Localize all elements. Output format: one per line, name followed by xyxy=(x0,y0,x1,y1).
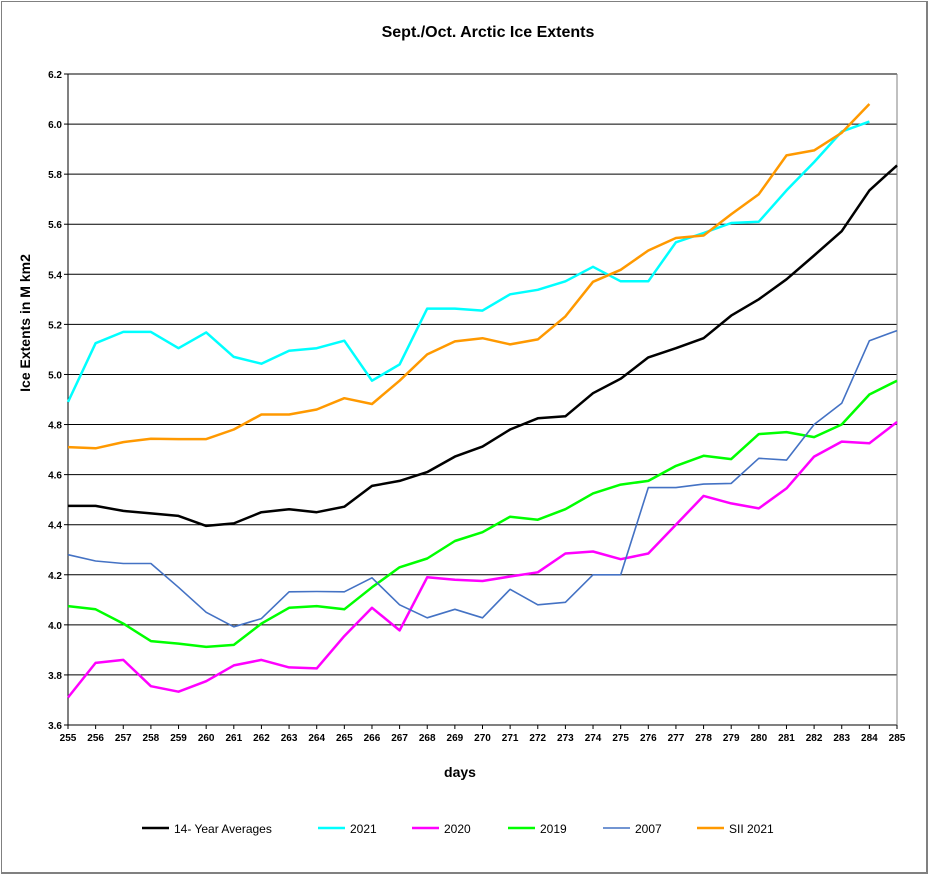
x-tick-label: 282 xyxy=(806,733,823,744)
x-tick-label: 255 xyxy=(60,733,77,744)
x-tick-label: 281 xyxy=(778,733,795,744)
series-line-2007 xyxy=(67,329,898,628)
x-tick-label: 274 xyxy=(585,733,602,744)
y-tick-label: 4.6 xyxy=(48,471,62,482)
y-tick-label: 5.8 xyxy=(48,170,62,181)
x-tick-label: 273 xyxy=(557,733,574,744)
x-tick-label: 285 xyxy=(889,733,906,744)
legend-label: 2019 xyxy=(540,822,567,836)
y-tick-label: 3.6 xyxy=(48,721,62,732)
x-tick-label: 269 xyxy=(447,733,464,744)
x-tick-label: 272 xyxy=(529,733,546,744)
y-axis-label: Ice Extents in M km2 xyxy=(17,254,33,392)
series-line-2019 xyxy=(67,379,898,649)
y-tick-label: 4.8 xyxy=(48,421,62,432)
legend-item: SII 2021 xyxy=(697,822,774,836)
series-line-14-year-averages xyxy=(68,164,898,528)
x-tick-label: 260 xyxy=(198,733,215,744)
x-tick-label: 264 xyxy=(308,733,325,744)
y-tick-label: 5.4 xyxy=(48,270,62,281)
legend-label: 2021 xyxy=(350,822,377,836)
legend-item: 14- Year Averages xyxy=(142,822,272,836)
x-tick-label: 268 xyxy=(419,733,436,744)
x-tick-label: 275 xyxy=(612,733,629,744)
legend-label: 14- Year Averages xyxy=(174,822,272,836)
x-tick-label: 277 xyxy=(668,733,685,744)
y-tick-label: 5.0 xyxy=(48,370,62,381)
x-tick-label: 280 xyxy=(750,733,767,744)
x-tick-label: 263 xyxy=(281,733,298,744)
chart-title: Sept./Oct. Arctic Ice Extents xyxy=(382,24,595,41)
y-tick-label: 3.8 xyxy=(48,671,62,682)
y-tick-label: 5.6 xyxy=(48,220,62,231)
y-tick-label: 4.4 xyxy=(48,521,62,532)
y-tick-label: 6.0 xyxy=(48,120,62,131)
legend-item: 2019 xyxy=(508,822,567,836)
legend-label: SII 2021 xyxy=(729,822,774,836)
x-tick-label: 256 xyxy=(87,733,104,744)
x-tick-label: 266 xyxy=(364,733,381,744)
x-tick-label: 258 xyxy=(143,733,160,744)
series-line-2020 xyxy=(67,421,898,699)
legend-label: 2020 xyxy=(444,822,471,836)
x-tick-label: 261 xyxy=(225,733,242,744)
x-tick-label: 283 xyxy=(833,733,850,744)
y-tick-label: 6.2 xyxy=(48,70,62,81)
x-tick-label: 276 xyxy=(640,733,657,744)
x-tick-label: 257 xyxy=(115,733,132,744)
series-line-sii-2021 xyxy=(67,103,871,450)
x-tick-label: 279 xyxy=(723,733,740,744)
y-tick-label: 5.2 xyxy=(48,320,62,331)
x-tick-label: 267 xyxy=(391,733,408,744)
x-axis-label: days xyxy=(444,764,476,780)
x-tick-label: 270 xyxy=(474,733,491,744)
x-tick-label: 284 xyxy=(861,733,878,744)
x-tick-label: 278 xyxy=(695,733,712,744)
x-tick-label: 262 xyxy=(253,733,270,744)
x-tick-label: 259 xyxy=(170,733,187,744)
legend-item: 2021 xyxy=(318,822,377,836)
legend-label: 2007 xyxy=(635,822,662,836)
legend-item: 2020 xyxy=(412,822,471,836)
y-tick-label: 4.0 xyxy=(48,621,62,632)
series-line-2021 xyxy=(66,120,870,403)
x-tick-label: 271 xyxy=(502,733,519,744)
x-tick-label: 265 xyxy=(336,733,353,744)
y-tick-label: 4.2 xyxy=(48,571,62,582)
legend-item: 2007 xyxy=(603,822,662,836)
